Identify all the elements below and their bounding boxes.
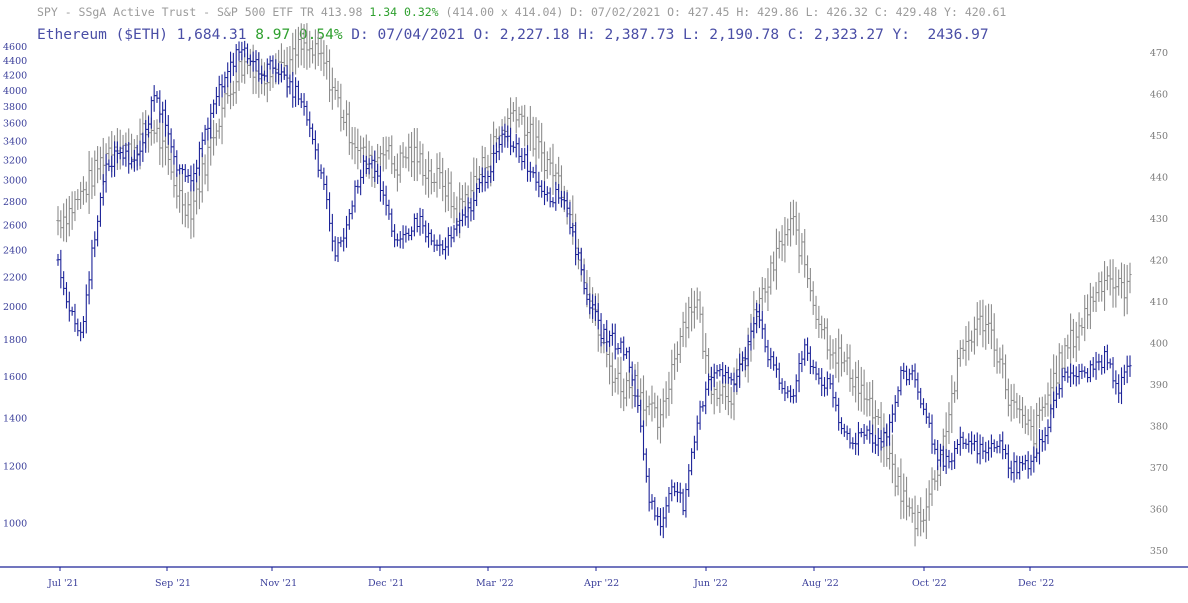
left-axis-tick: 3600 bbox=[3, 119, 27, 130]
right-axis-tick: 470 bbox=[1150, 48, 1168, 59]
x-axis-tick: Mar '22 bbox=[476, 578, 514, 589]
right-axis-tick: 360 bbox=[1150, 505, 1168, 516]
spy-quote-suffix: (414.00 x 414.04) D: 07/02/2021 O: 427.4… bbox=[445, 5, 1007, 19]
right-axis-tick: 390 bbox=[1150, 380, 1168, 391]
x-axis-tick: Jun '22 bbox=[693, 578, 728, 589]
x-axis-tick: Oct '22 bbox=[912, 578, 947, 589]
eth-quote-suffix: D: 07/04/2021 O: 2,227.18 H: 2,387.73 L:… bbox=[351, 27, 989, 43]
left-axis-tick: 3400 bbox=[3, 137, 27, 148]
left-axis-tick: 3000 bbox=[3, 176, 27, 187]
left-axis-tick: 1800 bbox=[3, 335, 27, 346]
right-axis-tick: 430 bbox=[1150, 214, 1168, 225]
left-axis-tick: 2800 bbox=[3, 197, 27, 208]
x-axis-tick: Aug '22 bbox=[801, 578, 839, 589]
spy-quote-prefix: SPY - SSgA Active Trust - S&P 500 ETF TR… bbox=[37, 5, 363, 19]
x-axis-tick: Dec '21 bbox=[368, 578, 404, 589]
left-axis-tick: 3800 bbox=[3, 102, 27, 113]
x-axis-tick: Sep '21 bbox=[155, 578, 191, 589]
left-axis-tick: 3200 bbox=[3, 155, 27, 166]
left-axis-tick: 2400 bbox=[3, 245, 27, 256]
right-axis-tick: 410 bbox=[1150, 297, 1168, 308]
left-axis-tick: 1200 bbox=[3, 462, 27, 473]
x-axis-tick: Dec '22 bbox=[1018, 578, 1054, 589]
spy-quote-header: SPY - SSgA Active Trust - S&P 500 ETF TR… bbox=[37, 5, 1006, 19]
right-axis-tick: 380 bbox=[1150, 422, 1168, 433]
right-axis-tick: 420 bbox=[1150, 255, 1168, 266]
right-axis-tick: 460 bbox=[1150, 89, 1168, 100]
x-axis-tick: Apr '22 bbox=[583, 578, 619, 589]
right-axis-tick: 350 bbox=[1150, 546, 1168, 557]
x-axis-tick: Nov '21 bbox=[260, 578, 297, 589]
spy-change: 1.34 0.32% bbox=[369, 5, 439, 19]
left-axis-tick: 2600 bbox=[3, 220, 27, 231]
x-axis-tick: Jul '21 bbox=[47, 578, 79, 589]
left-axis-tick: 1600 bbox=[3, 372, 27, 383]
right-axis-tick: 400 bbox=[1150, 339, 1168, 350]
right-axis-tick: 450 bbox=[1150, 131, 1168, 142]
left-axis-tick: 4400 bbox=[3, 56, 27, 67]
right-axis-tick: 370 bbox=[1150, 463, 1168, 474]
left-axis-tick: 1000 bbox=[3, 519, 27, 530]
left-axis-tick: 4000 bbox=[3, 86, 27, 97]
spy-bars bbox=[56, 23, 1132, 547]
eth-bars bbox=[56, 40, 1132, 539]
right-axis-tick: 440 bbox=[1150, 172, 1168, 183]
left-axis-tick: 2200 bbox=[3, 272, 27, 283]
left-axis-tick: 4200 bbox=[3, 71, 27, 82]
eth-quote-prefix: Ethereum ($ETH) 1,684.31 bbox=[37, 27, 247, 43]
chart-axes bbox=[0, 566, 1188, 571]
left-axis-tick: 4600 bbox=[3, 42, 27, 53]
axis-ticks: 1000 1200 1400 1600 1800 2000 2200 2400 2600 2800… bbox=[3, 42, 1168, 589]
left-axis-tick: 1400 bbox=[3, 414, 27, 425]
left-axis-tick: 2000 bbox=[3, 302, 27, 313]
